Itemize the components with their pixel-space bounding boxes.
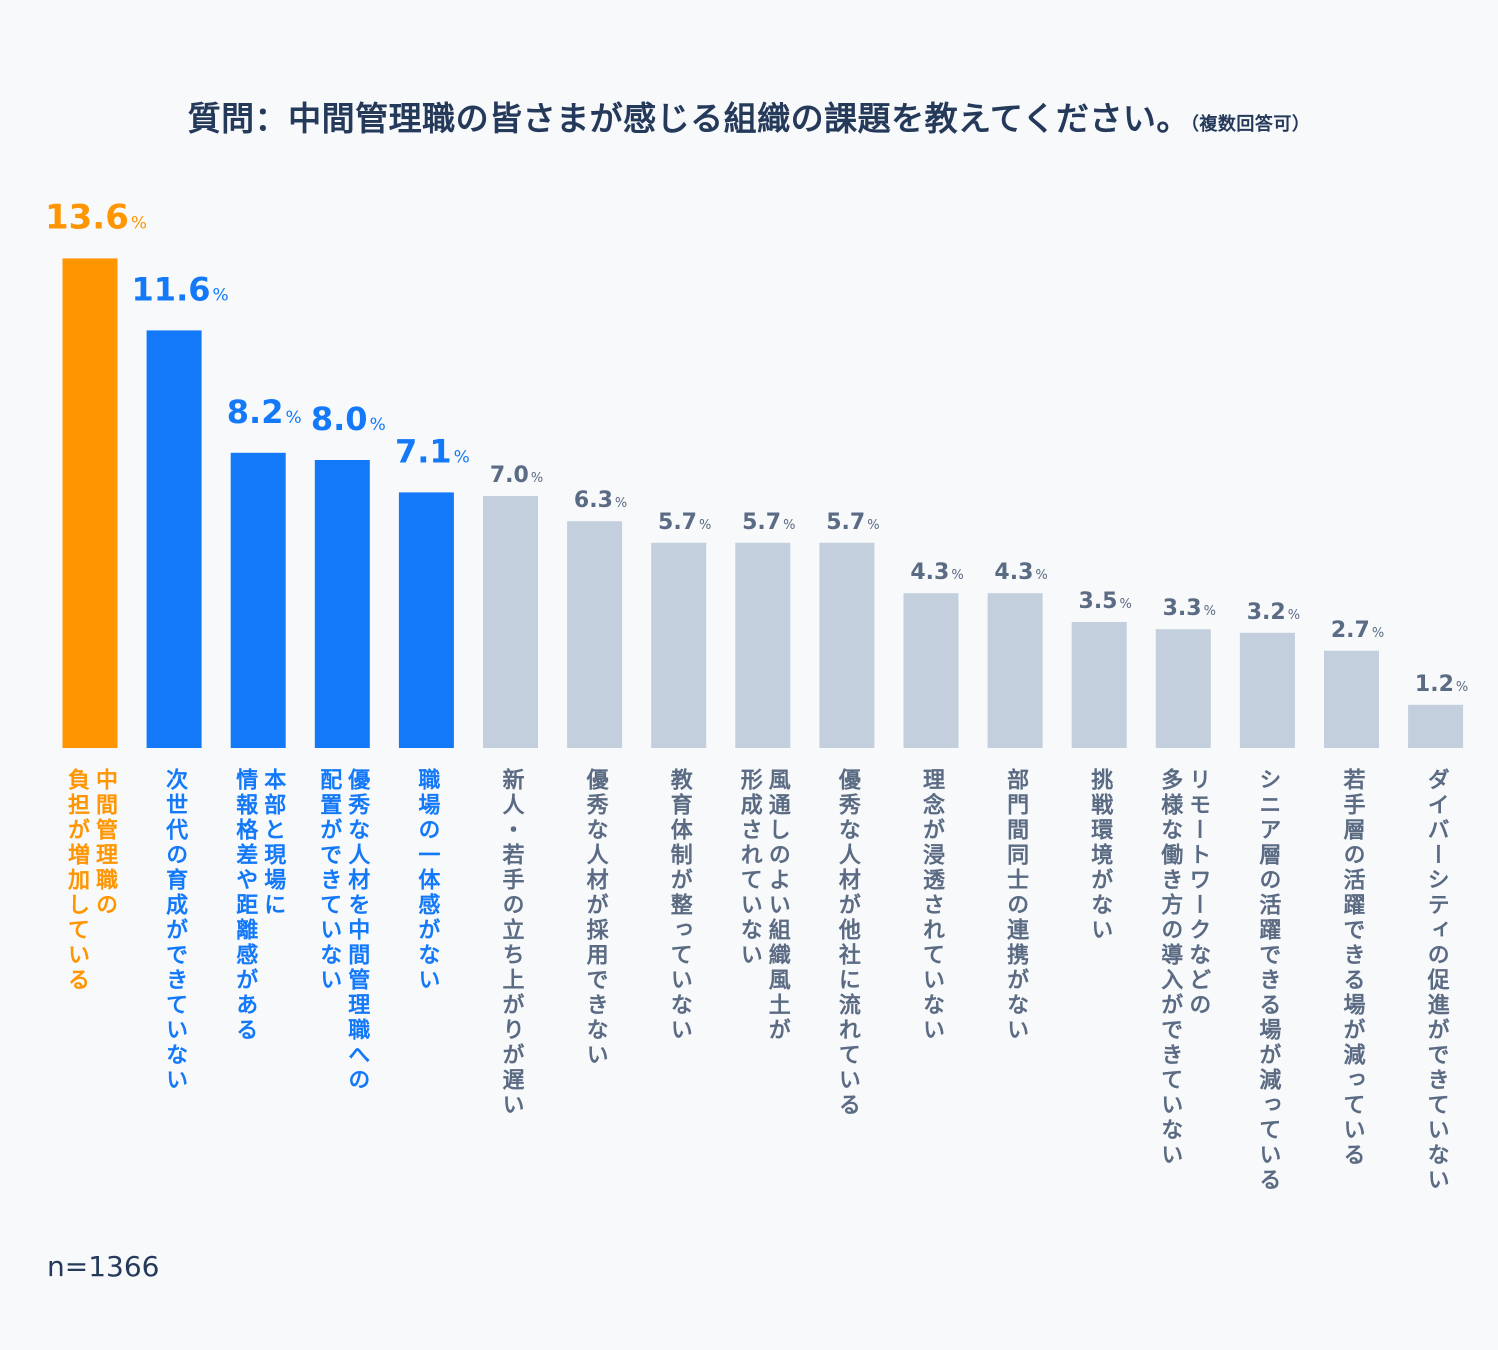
category-label: シニア層の活躍できる場が減っている <box>1255 768 1281 1193</box>
bar <box>483 496 538 748</box>
bar-value-label: 6.3% <box>574 488 627 513</box>
chart-title: 質問：中間管理職の皆さまが感じる組織の課題を教えてください。（複数回答可） <box>0 92 1498 140</box>
category-label: 若手層の活躍できる場が減っている <box>1339 768 1365 1168</box>
sample-size: n=1366 <box>47 1250 160 1283</box>
bar-value-label: 1.2% <box>1415 672 1468 697</box>
bar-value-label: 7.0% <box>490 463 543 488</box>
bar-value-label: 13.6% <box>45 197 147 237</box>
bar <box>146 330 202 748</box>
category-label: 中間管理職の 負担が増加している <box>64 768 117 993</box>
bar-value-label: 5.7% <box>826 510 879 535</box>
bar <box>987 593 1043 748</box>
category-label: 本部と現場に 情報格差や距離感がある <box>232 768 286 1043</box>
bar <box>62 258 118 748</box>
bar <box>314 460 370 748</box>
category-label: 教育体制が整っていない <box>666 768 692 1043</box>
bar <box>1408 704 1464 748</box>
bar-value-label: 3.3% <box>1163 596 1216 621</box>
category-label: 優秀な人材を中間管理職への 配置ができていない <box>316 768 370 1093</box>
category-label: 優秀な人材が採用できない <box>582 768 608 1068</box>
bar <box>1155 629 1211 748</box>
bar <box>735 542 791 748</box>
bar <box>651 542 707 748</box>
bar-value-label: 4.3% <box>994 560 1047 585</box>
bar <box>398 492 454 748</box>
category-label: リモートワークなどの 多様な働き方の導入ができていない <box>1157 768 1211 1168</box>
bar-value-label: 4.3% <box>910 560 963 585</box>
bar-value-label: 5.7% <box>658 510 711 535</box>
bar-value-label: 5.7% <box>742 510 795 535</box>
category-label: 部門間同士の連携がない <box>1003 768 1029 1043</box>
category-label: 優秀な人材が他社に流れている <box>834 768 860 1118</box>
bar <box>1071 622 1127 748</box>
category-label: 挑戦環境がない <box>1087 768 1113 943</box>
bar-value-label: 3.2% <box>1247 600 1300 625</box>
category-label: 職場の一体感がない <box>414 768 440 993</box>
bar <box>819 542 875 748</box>
category-label: 新人・若手の立ち上がりが遅い <box>498 768 524 1118</box>
bar-value-label: 11.6% <box>132 270 229 308</box>
bar <box>903 593 959 748</box>
category-label: 理念が浸透されていない <box>919 768 944 1043</box>
bar-value-label: 8.2% <box>227 393 302 431</box>
bar-value-label: 3.5% <box>1079 589 1132 614</box>
bar <box>567 521 623 748</box>
category-label: ダイバーシティの促進ができていない <box>1423 768 1449 1193</box>
chart-title-main: 質問：中間管理職の皆さまが感じる組織の課題を教えてください。 <box>187 99 1190 138</box>
bar-value-label: 8.0% <box>311 400 386 438</box>
category-label: 風通しのよい組織風土が 形成されていない <box>736 768 790 1043</box>
bar <box>230 452 286 748</box>
chart-title-note: （複数回答可） <box>1189 114 1311 135</box>
bar-value-label: 7.1% <box>395 432 470 470</box>
category-label: 次世代の育成ができていない <box>162 768 188 1093</box>
bar <box>1239 632 1295 748</box>
bar-value-label: 2.7% <box>1331 618 1384 643</box>
bar <box>1324 650 1379 748</box>
